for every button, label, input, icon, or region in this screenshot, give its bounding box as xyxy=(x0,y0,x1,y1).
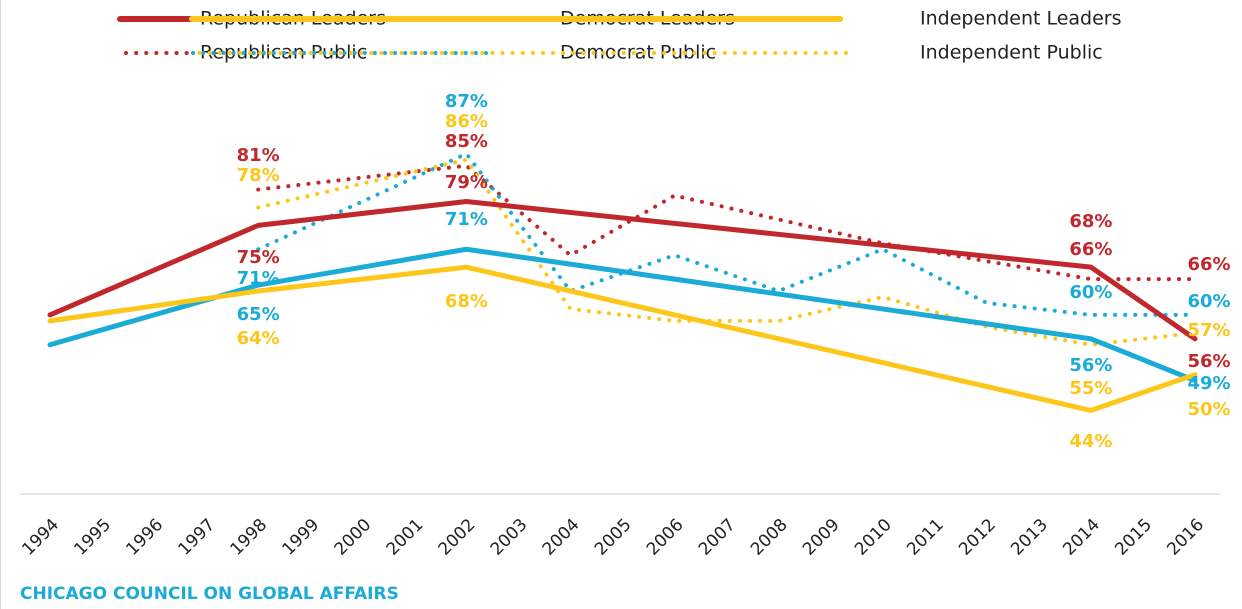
data-label: 68% xyxy=(445,291,488,312)
data-label: 56% xyxy=(1069,355,1112,376)
x-tick-label: 2001 xyxy=(383,515,428,560)
x-tick-label: 1996 xyxy=(122,515,167,560)
data-label: 44% xyxy=(1069,431,1112,452)
data-label: 65% xyxy=(237,304,280,325)
data-label: 60% xyxy=(1069,282,1112,303)
x-tick-label: 2010 xyxy=(851,515,896,560)
series-line xyxy=(47,264,1198,413)
data-label: 66% xyxy=(1187,254,1230,275)
data-label: 66% xyxy=(1069,239,1112,260)
series-line xyxy=(47,246,1198,384)
data-label: 55% xyxy=(1069,378,1112,399)
series-line xyxy=(47,199,1198,342)
data-label: 50% xyxy=(1187,399,1230,420)
x-tick-label: 2008 xyxy=(747,515,792,560)
data-label: 78% xyxy=(237,165,280,186)
x-tick-label: 2015 xyxy=(1111,515,1156,560)
data-label: 79% xyxy=(445,172,488,193)
x-tick-label: 2013 xyxy=(1007,515,1052,560)
data-label: 57% xyxy=(1187,320,1230,341)
x-tick-label: 2000 xyxy=(331,515,376,560)
x-tick-label: 2006 xyxy=(643,515,688,560)
series-line xyxy=(256,157,1197,347)
x-tick-label: 1998 xyxy=(227,515,272,560)
x-tick-label: 2012 xyxy=(955,515,1000,560)
x-tick-label: 1999 xyxy=(279,515,324,560)
data-label: 60% xyxy=(1187,291,1230,312)
data-label: 71% xyxy=(445,209,488,230)
data-label: 86% xyxy=(445,111,488,132)
x-tick-label: 2014 xyxy=(1059,515,1104,560)
x-tick-label: 2005 xyxy=(591,515,636,560)
x-tick-label: 1997 xyxy=(174,515,219,560)
data-label: 87% xyxy=(445,91,488,112)
x-tick-label: 2002 xyxy=(435,515,480,560)
data-label: 75% xyxy=(237,247,280,268)
x-tick-label: 2011 xyxy=(903,515,948,560)
data-label: 81% xyxy=(237,145,280,166)
data-label: 71% xyxy=(237,268,280,289)
data-label: 68% xyxy=(1069,211,1112,232)
x-tick-label: 2007 xyxy=(695,515,740,560)
data-label: 56% xyxy=(1187,351,1230,372)
data-label: 49% xyxy=(1187,373,1230,394)
legend-label: Independent Public xyxy=(920,42,1103,64)
x-tick-label: 1995 xyxy=(70,515,115,560)
x-tick-label: 2004 xyxy=(539,515,584,560)
data-label: 85% xyxy=(445,131,488,152)
x-tick-label: 1994 xyxy=(18,515,63,560)
x-tick-label: 2003 xyxy=(487,515,532,560)
source: CHICAGO COUNCIL ON GLOBAL AFFAIRS xyxy=(20,584,399,604)
x-tick-label: 2016 xyxy=(1163,515,1208,560)
legend-label: Democrat Public xyxy=(560,42,716,64)
legend-label: Independent Leaders xyxy=(920,8,1122,30)
data-label: 64% xyxy=(237,328,280,349)
x-tick-label: 2009 xyxy=(799,515,844,560)
series-line xyxy=(256,151,1197,317)
